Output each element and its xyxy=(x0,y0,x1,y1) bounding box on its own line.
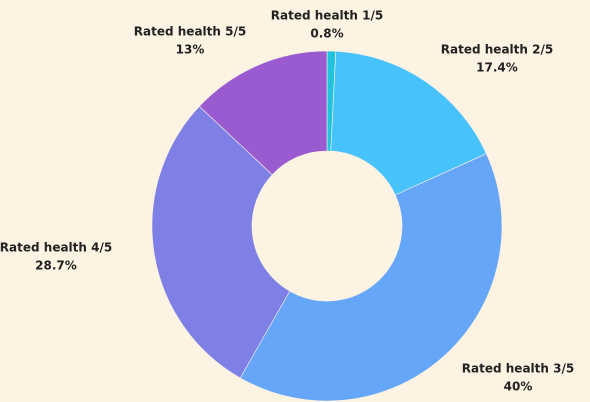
value-label: 17.4% xyxy=(476,61,518,75)
donut-slice xyxy=(330,50,487,196)
slice-label: Rated health 1/5 xyxy=(271,9,383,23)
value-label: 13% xyxy=(176,43,205,57)
value-label: 28.7% xyxy=(35,259,77,273)
slice-label: Rated health 3/5 xyxy=(462,362,574,376)
slice-label: Rated health 4/5 xyxy=(0,241,112,255)
donut-slice xyxy=(239,153,503,402)
slice-label: Rated health 5/5 xyxy=(134,25,246,39)
donut-slice xyxy=(198,50,328,176)
value-label: 40% xyxy=(504,380,533,394)
donut-slice xyxy=(151,105,291,379)
value-label: 0.8% xyxy=(310,27,343,41)
slice-label: Rated health 2/5 xyxy=(441,43,553,57)
